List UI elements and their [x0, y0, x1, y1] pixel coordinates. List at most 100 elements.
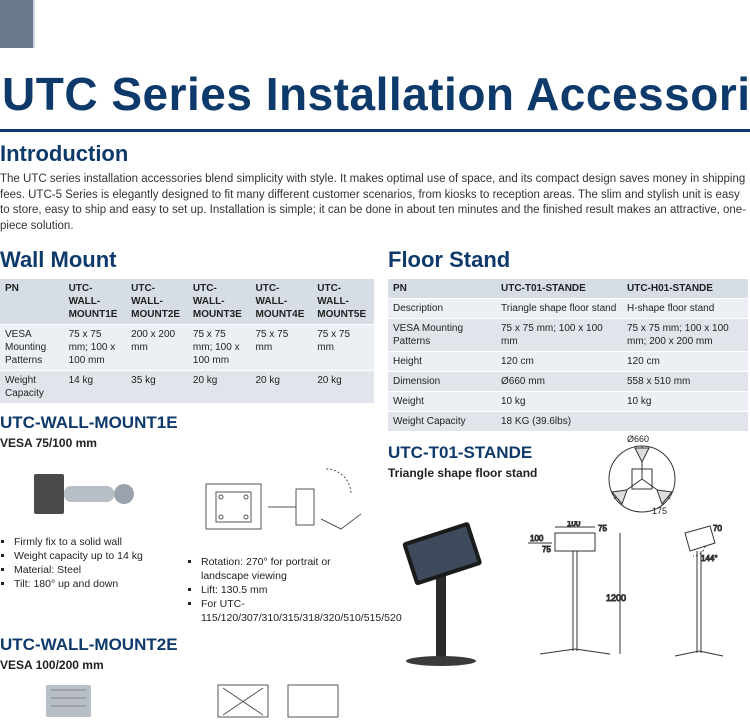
cell: [622, 412, 748, 432]
cell: 20 kg: [188, 371, 251, 404]
cell: 10 kg: [622, 392, 748, 412]
cell: 18 KG (39.6lbs): [496, 412, 622, 432]
table-row: VESA Mounting Patterns75 x 75 mm; 100 x …: [388, 319, 748, 352]
svg-text:75: 75: [542, 545, 551, 554]
list-item: Tilt: 180° up and down: [14, 577, 177, 591]
t01-side-diagram-icon: 70 144°: [655, 521, 748, 666]
mount1-photo-col: Firmly fix to a solid wall Weight capaci…: [0, 456, 177, 626]
table-header: UTC-WALL-MOUNT1E: [64, 279, 127, 325]
svg-text:100: 100: [530, 534, 544, 543]
t01-sub: Triangle shape floor stand: [388, 466, 564, 482]
wall-mount-column: Wall Mount PN UTC-WALL-MOUNT1E UTC-WALL-…: [0, 242, 374, 726]
mount2-sub: VESA 100/200 mm: [0, 658, 374, 674]
row-label: Dimension: [388, 372, 496, 392]
t01-topview-icon: Ø660 175: [572, 434, 748, 519]
stripe-icon: [0, 0, 35, 48]
list-item: For UTC-115/120/307/310/315/318/320/510/…: [201, 597, 374, 625]
intro-body: The UTC series installation accessories …: [0, 172, 750, 234]
mount1-bullets-right: Rotation: 270° for portrait or landscape…: [187, 555, 374, 626]
cell: 35 kg: [126, 371, 188, 404]
cell: 20 kg: [251, 371, 313, 404]
table-header: UTC-T01-STANDE: [496, 279, 622, 299]
mount1-row: Firmly fix to a solid wall Weight capaci…: [0, 456, 374, 626]
row-label: Weight: [388, 392, 496, 412]
title-rule: [0, 129, 750, 132]
mount1-diagram-icon: [187, 459, 374, 549]
cell: 558 x 510 mm: [622, 372, 748, 392]
two-column-layout: Wall Mount PN UTC-WALL-MOUNT1E UTC-WALL-…: [0, 242, 750, 726]
floor-stand-table: PN UTC-T01-STANDE UTC-H01-STANDE Descrip…: [388, 279, 748, 432]
floor-stand-column: Floor Stand PN UTC-T01-STANDE UTC-H01-ST…: [388, 242, 748, 726]
t01-photo-icon: [388, 521, 502, 666]
table-header: UTC-H01-STANDE: [622, 279, 748, 299]
t01-front-diagram-icon: 100 75 100 75 1200: [510, 521, 648, 666]
list-item: Material: Steel: [14, 563, 177, 577]
list-item: Rotation: 270° for portrait or landscape…: [201, 555, 374, 583]
cell: 10 kg: [496, 392, 622, 412]
wall-mount-table: PN UTC-WALL-MOUNT1E UTC-WALL-MOUNT2E UTC…: [0, 279, 374, 404]
row-label: VESA Mounting Patterns: [0, 325, 64, 371]
wall-mount-heading: Wall Mount: [0, 246, 374, 275]
table-header: PN: [0, 279, 64, 325]
dim-side-angle: 144°: [701, 554, 718, 563]
mount1-diagram-col: Rotation: 270° for portrait or landscape…: [187, 456, 374, 626]
dim-side-h: 70: [713, 524, 722, 533]
table-header: UTC-WALL-MOUNT2E: [126, 279, 188, 325]
table-header: PN: [388, 279, 496, 299]
mount1-sub: VESA 75/100 mm: [0, 436, 374, 452]
mount2-diagram-icon: [192, 680, 374, 720]
row-label: Weight Capacity: [0, 371, 64, 404]
dim-top-spacing: 75: [598, 524, 607, 533]
row-label: Description: [388, 299, 496, 319]
table-row: VESA Mounting Patterns 75 x 75 mm; 100 x…: [0, 325, 374, 371]
t01-diagram-row: 100 75 100 75 1200 70 144°: [388, 521, 748, 666]
header-stripe: [0, 0, 750, 55]
list-item: Weight capacity up to 14 kg: [14, 549, 177, 563]
intro-heading: Introduction: [0, 140, 750, 169]
row-label: Height: [388, 352, 496, 372]
table-row: Weight10 kg10 kg: [388, 392, 748, 412]
list-item: Firmly fix to a solid wall: [14, 535, 177, 549]
table-header: UTC-WALL-MOUNT5E: [312, 279, 374, 325]
mount2-photo-icon: [0, 680, 182, 720]
mount2-heading: UTC-WALL-MOUNT2E: [0, 634, 374, 656]
dim-top-w: 100: [567, 521, 581, 528]
dim-height: 1200: [606, 593, 626, 603]
table-row: Weight Capacity 14 kg 35 kg 20 kg 20 kg …: [0, 371, 374, 404]
cell: 75 x 75 mm; 100 x 100 mm: [64, 325, 127, 371]
cell: 75 x 75 mm; 100 x 100 mm: [496, 319, 622, 352]
cell: 120 cm: [622, 352, 748, 372]
mount1-photo-icon: [0, 459, 177, 529]
row-label: VESA Mounting Patterns: [388, 319, 496, 352]
cell: 75 x 75 mm; 100 x 100 mm: [188, 325, 251, 371]
table-header: UTC-WALL-MOUNT3E: [188, 279, 251, 325]
table-row: DescriptionTriangle shape floor standH-s…: [388, 299, 748, 319]
cell: 75 x 75 mm: [251, 325, 313, 371]
cell: 14 kg: [64, 371, 127, 404]
table-header-row: PN UTC-T01-STANDE UTC-H01-STANDE: [388, 279, 748, 299]
table-header: UTC-WALL-MOUNT4E: [251, 279, 313, 325]
cell: 75 x 75 mm: [312, 325, 374, 371]
table-row: Weight Capacity18 KG (39.6lbs): [388, 412, 748, 432]
t01-heading: UTC-T01-STANDE: [388, 442, 564, 464]
mount1-bullets-left: Firmly fix to a solid wall Weight capaci…: [0, 535, 177, 592]
table-header-row: PN UTC-WALL-MOUNT1E UTC-WALL-MOUNT2E UTC…: [0, 279, 374, 325]
mount1-heading: UTC-WALL-MOUNT1E: [0, 412, 374, 434]
cell: Ø660 mm: [496, 372, 622, 392]
page-title: UTC Series Installation Accessories: [2, 65, 748, 125]
table-row: Height120 cm120 cm: [388, 352, 748, 372]
t01-heading-row: UTC-T01-STANDE Triangle shape floor stan…: [388, 434, 748, 519]
mount2-diagram-col: [192, 677, 374, 726]
dim-base-half: 175: [652, 506, 667, 516]
cell: 75 x 75 mm; 100 x 100 mm; 200 x 200 mm: [622, 319, 748, 352]
mount2-photo-col: [0, 677, 182, 726]
row-label: Weight Capacity: [388, 412, 496, 432]
list-item: Lift: 130.5 mm: [201, 583, 374, 597]
table-row: DimensionØ660 mm558 x 510 mm: [388, 372, 748, 392]
cell: 120 cm: [496, 352, 622, 372]
cell: Triangle shape floor stand: [496, 299, 622, 319]
floor-stand-heading: Floor Stand: [388, 246, 748, 275]
cell: 20 kg: [312, 371, 374, 404]
dim-base-dia: Ø660: [627, 434, 649, 444]
mount2-row: [0, 677, 374, 726]
